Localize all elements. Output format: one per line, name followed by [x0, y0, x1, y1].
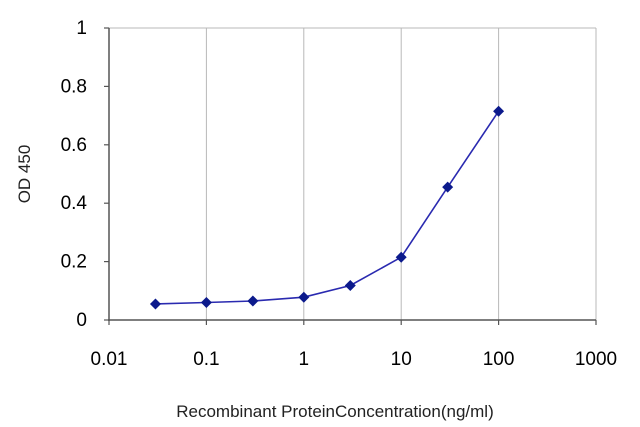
- data-point-1: [200, 296, 212, 308]
- data-point-6: [442, 181, 454, 193]
- y-tick-label-2: 0.4: [61, 193, 88, 214]
- y-tick-label-0: 0: [76, 310, 87, 331]
- y-tick-label-3: 0.6: [61, 135, 87, 156]
- data-point-3: [298, 291, 310, 303]
- plot-area: [109, 28, 596, 320]
- y-tick-label-1: 0.2: [61, 252, 87, 273]
- data-series: [149, 105, 505, 310]
- data-point-7: [493, 105, 505, 117]
- x-tick-label-5: 1000: [575, 349, 617, 370]
- x-axis-title: Recombinant ProteinConcentration(ng/ml): [176, 402, 494, 421]
- x-tick-label-0: 0.01: [91, 349, 128, 370]
- data-point-5: [395, 251, 407, 263]
- gridlines: [205, 28, 597, 320]
- y-tick-label-4: 0.8: [61, 76, 87, 97]
- x-tick-label-4: 100: [483, 349, 515, 370]
- data-point-0: [149, 298, 161, 310]
- x-tick-label-3: 10: [391, 349, 412, 370]
- x-tick-label-2: 1: [299, 349, 310, 370]
- axes: [104, 27, 597, 325]
- y-tick-label-5: 1: [76, 18, 87, 39]
- data-point-2: [247, 295, 259, 307]
- x-tick-label-1: 0.1: [193, 349, 219, 370]
- tick-labels: 0 0.2 0.4 0.6 0.8 1 0.01 0.1 1 10 100 1000: [61, 18, 618, 370]
- y-axis-title: OD 450: [15, 145, 34, 204]
- data-point-4: [344, 280, 356, 292]
- series-line-0: [155, 110, 500, 305]
